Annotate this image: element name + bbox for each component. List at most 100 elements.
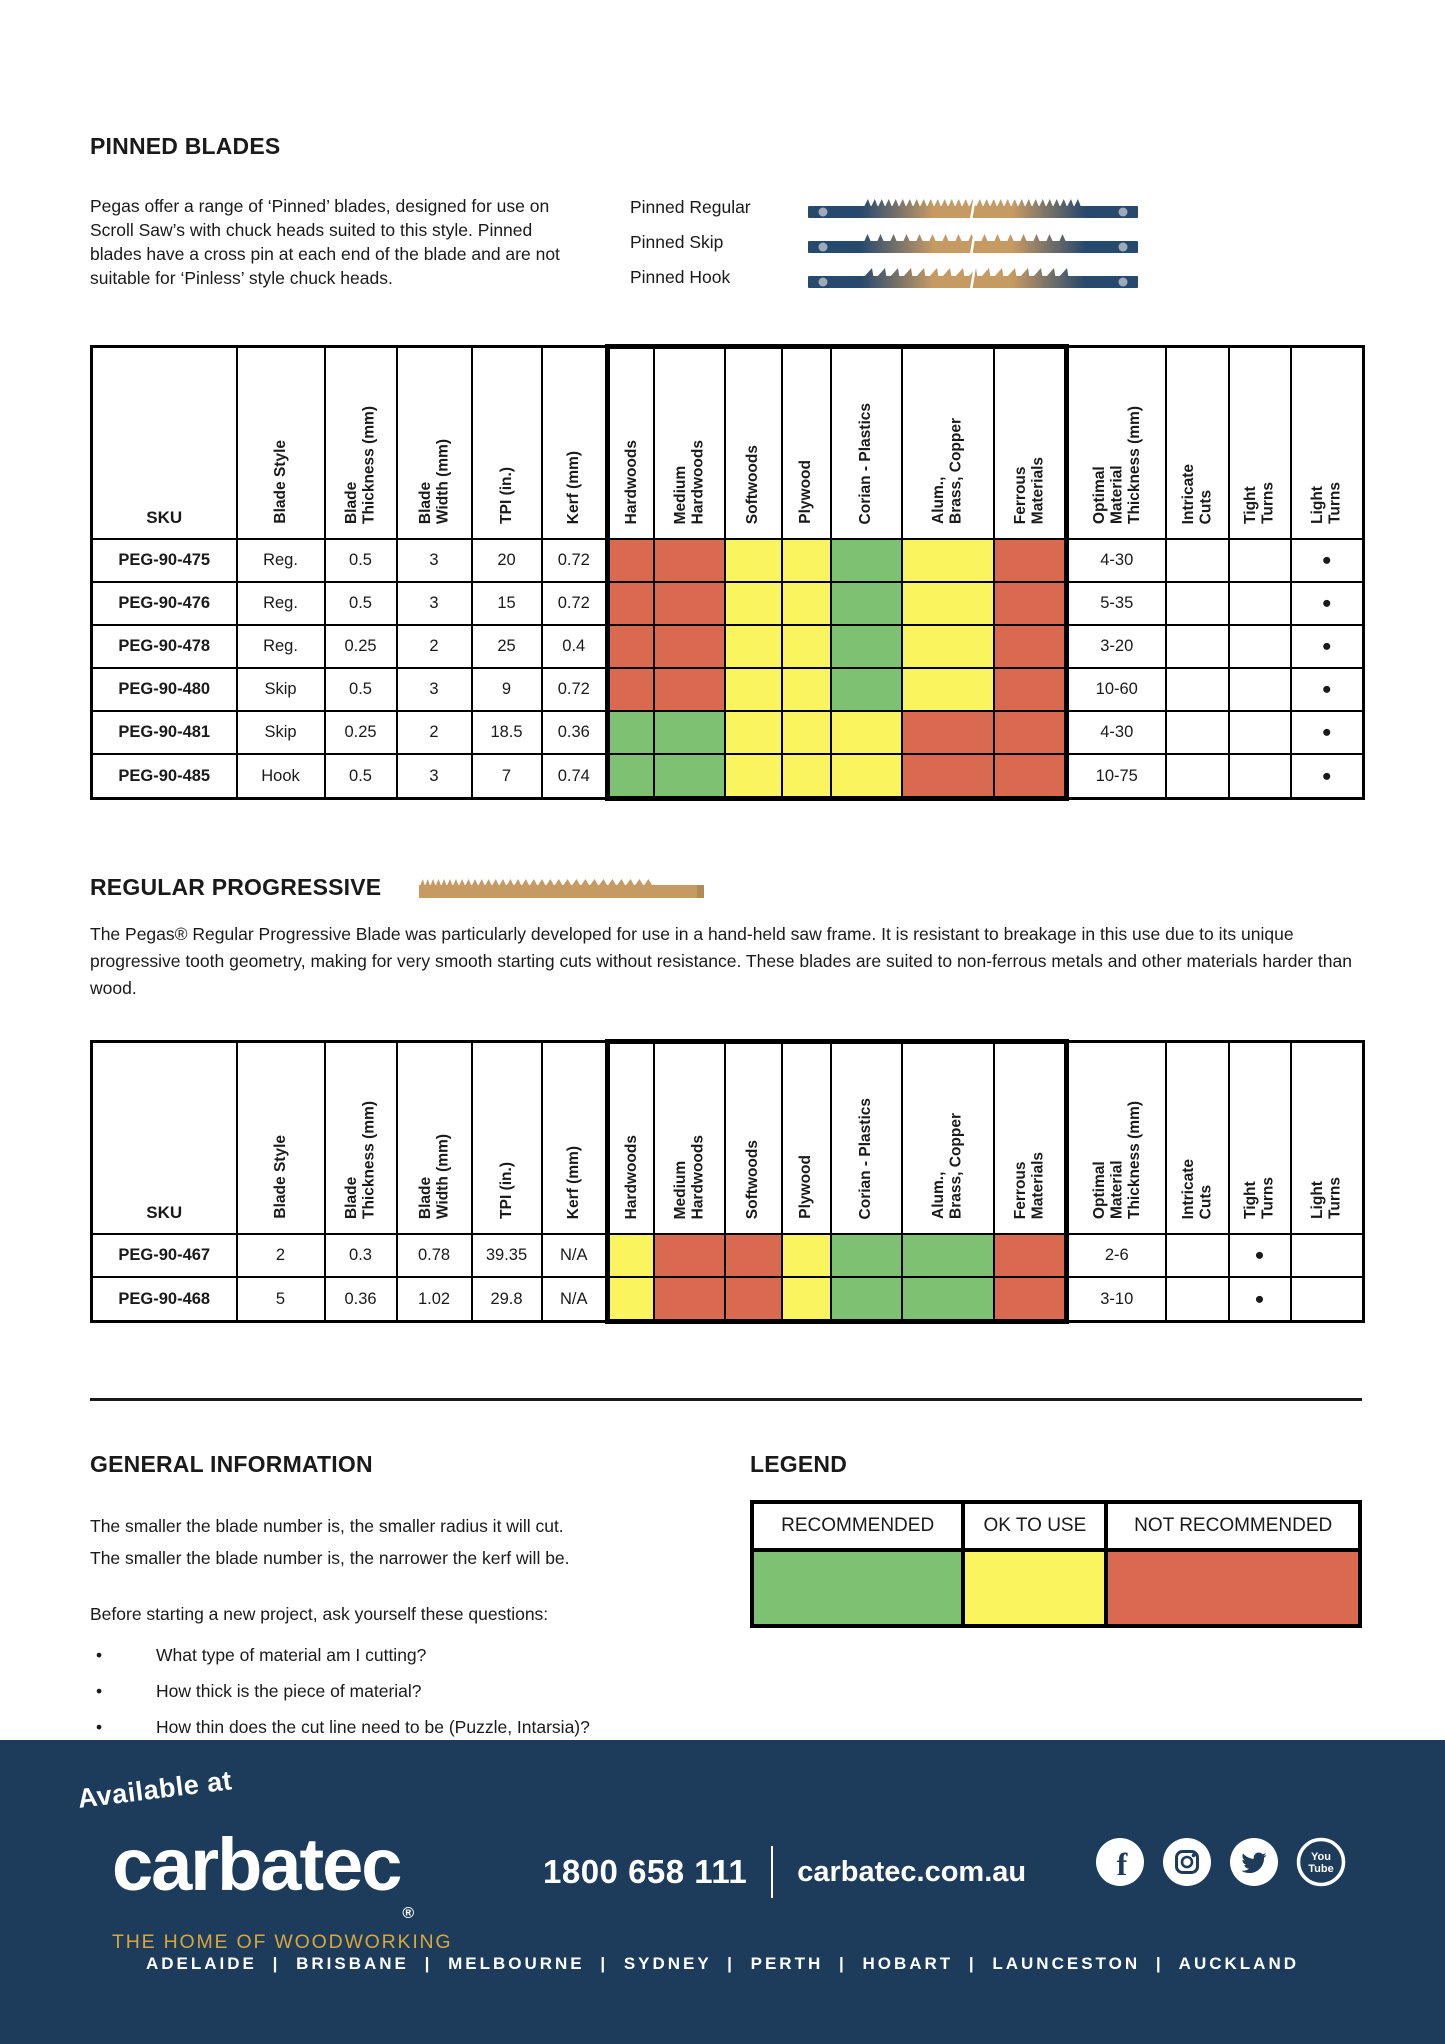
optimal-thickness-cell: 3-20 xyxy=(1065,624,1167,669)
regular-progressive-description: The Pegas® Regular Progressive Blade was… xyxy=(90,924,1352,998)
website-url[interactable]: carbatec.com.au xyxy=(797,1855,1027,1888)
spec-cell: 3 xyxy=(395,538,473,583)
rating-cell xyxy=(652,581,726,626)
material-column-header: Softwoods xyxy=(723,1039,783,1235)
spec-cell: 5 xyxy=(235,1276,326,1323)
note-line: The smaller the blade number is, the sma… xyxy=(90,1516,564,1536)
facebook-icon[interactable]: f xyxy=(1094,1836,1146,1888)
rating-cell xyxy=(780,581,832,626)
svg-text:Tube: Tube xyxy=(1308,1863,1333,1875)
spec-cell: 0.72 xyxy=(540,538,609,583)
available-at-text: Available at xyxy=(76,1765,234,1814)
table-row: PEG-90-475 Reg. 0.5 3 20 0.72 4-30 ● xyxy=(90,538,1365,583)
spec-cell: Reg. xyxy=(235,538,326,583)
rating-cell xyxy=(900,667,995,712)
rating-cell xyxy=(829,581,903,626)
question-intro: Before starting a new project, ask yours… xyxy=(90,1604,549,1624)
sku-cell: PEG-90-480 xyxy=(90,667,238,712)
rating-cell xyxy=(723,753,783,801)
material-column-header: Medium Hardwoods xyxy=(652,344,726,540)
spec-cell: 0.5 xyxy=(323,753,398,800)
hook-blade-image xyxy=(808,265,1138,290)
rating-cell xyxy=(780,1233,832,1278)
spec-cell: 20 xyxy=(470,538,543,583)
blade-type-label: Pinned Hook xyxy=(630,266,731,287)
spec-cell: 39.35 xyxy=(470,1233,543,1278)
rating-cell xyxy=(992,581,1069,626)
spec-cell: 18.5 xyxy=(470,710,543,755)
spec-cell: 29.8 xyxy=(470,1276,543,1323)
sku-cell: PEG-90-485 xyxy=(90,753,238,800)
question-list: What type of material am I cutting?How t… xyxy=(90,1637,723,1745)
carbatec-wordmark: carbatec® xyxy=(112,1823,415,1922)
svg-text:You: You xyxy=(1311,1851,1331,1863)
rating-cell xyxy=(652,1233,726,1278)
dot-cell: ● xyxy=(1289,710,1365,755)
column-header-sku: SKU xyxy=(90,1040,238,1235)
spec-cell: 3 xyxy=(395,667,473,712)
youtube-icon[interactable]: You Tube xyxy=(1295,1836,1347,1888)
rating-cell xyxy=(780,538,832,583)
dot-cell xyxy=(1289,1276,1365,1323)
regular-progressive-blade-image xyxy=(419,875,705,901)
dot-cell xyxy=(1164,710,1230,755)
column-header: Kerf (mm) xyxy=(540,345,609,540)
rating-cell xyxy=(900,1276,995,1324)
dot-cell xyxy=(1227,624,1292,669)
rating-cell xyxy=(652,1276,726,1324)
legend-section: LEGEND RECOMMENDED OK TO USE NOT RECOMMEND… xyxy=(723,1451,1362,1745)
rating-cell xyxy=(605,624,655,669)
spec-cell: 3 xyxy=(395,581,473,626)
rating-cell xyxy=(652,624,726,669)
dot-cell xyxy=(1227,667,1292,712)
table-row: PEG-90-476 Reg. 0.5 3 15 0.72 5-35 ● xyxy=(90,581,1365,626)
column-header: Tight Turns xyxy=(1227,345,1292,540)
pinned-blade-type-list: Pinned Regular Pinned Skip Pinned Hook xyxy=(630,194,1138,290)
question-item: How thin does the cut line need to be (P… xyxy=(90,1709,723,1745)
dot-cell xyxy=(1164,1276,1230,1323)
pinned-blades-title: PINNED BLADES xyxy=(90,133,281,159)
phone-number: 1800 658 111 xyxy=(543,1853,748,1890)
material-column-header: Softwoods xyxy=(723,344,783,540)
general-information-title: GENERAL INFORMATION xyxy=(90,1451,373,1477)
dot-cell xyxy=(1164,538,1230,583)
spec-cell: Reg. xyxy=(235,624,326,669)
sku-cell: PEG-90-476 xyxy=(90,581,238,626)
footer: Available at carbatec® THE HOME OF WOODW… xyxy=(0,1740,1445,2044)
rating-cell xyxy=(605,753,655,801)
rating-cell xyxy=(605,538,655,583)
instagram-icon[interactable] xyxy=(1161,1836,1213,1888)
rating-cell xyxy=(652,667,726,712)
optimal-thickness-cell: 4-30 xyxy=(1065,710,1167,755)
column-header-sku: SKU xyxy=(90,345,238,540)
spec-cell: 2 xyxy=(395,624,473,669)
material-column-header: Corian - Plastics xyxy=(829,1039,903,1235)
legend-table: RECOMMENDED OK TO USE NOT RECOMMENDED xyxy=(749,1500,1362,1628)
rating-cell xyxy=(829,667,903,712)
rating-cell xyxy=(829,753,903,801)
spec-cell: 9 xyxy=(470,667,543,712)
optimal-thickness-cell: 3-10 xyxy=(1065,1276,1167,1323)
rating-cell xyxy=(605,1276,655,1324)
column-header: TPI (in.) xyxy=(470,1040,543,1235)
blade-number-notes: The smaller the blade number is, the sma… xyxy=(90,1510,723,1574)
rating-cell xyxy=(780,1276,832,1324)
pinned-blades-table: SKU Blade Style Blade Thickness (mm) Blade … xyxy=(90,344,1365,801)
column-header: Kerf (mm) xyxy=(540,1040,609,1235)
rating-cell xyxy=(652,710,726,755)
dot-cell xyxy=(1164,753,1230,800)
rating-cell xyxy=(992,1233,1069,1278)
table-row: PEG-90-468 5 0.36 1.02 29.8 N/A 3-10 ● xyxy=(90,1276,1365,1324)
material-column-header: Ferrous Materials xyxy=(992,344,1069,540)
column-header: Blade Thickness (mm) xyxy=(323,345,398,540)
dot-cell xyxy=(1289,1233,1365,1278)
legend-swatch xyxy=(961,1548,1109,1628)
rating-cell xyxy=(992,1276,1069,1324)
rating-cell xyxy=(829,1233,903,1278)
dot-cell xyxy=(1227,581,1292,626)
twitter-icon[interactable] xyxy=(1228,1836,1280,1888)
rating-cell xyxy=(780,753,832,801)
spec-cell: 0.36 xyxy=(540,710,609,755)
rating-cell xyxy=(780,667,832,712)
dot-cell: ● xyxy=(1289,753,1365,800)
